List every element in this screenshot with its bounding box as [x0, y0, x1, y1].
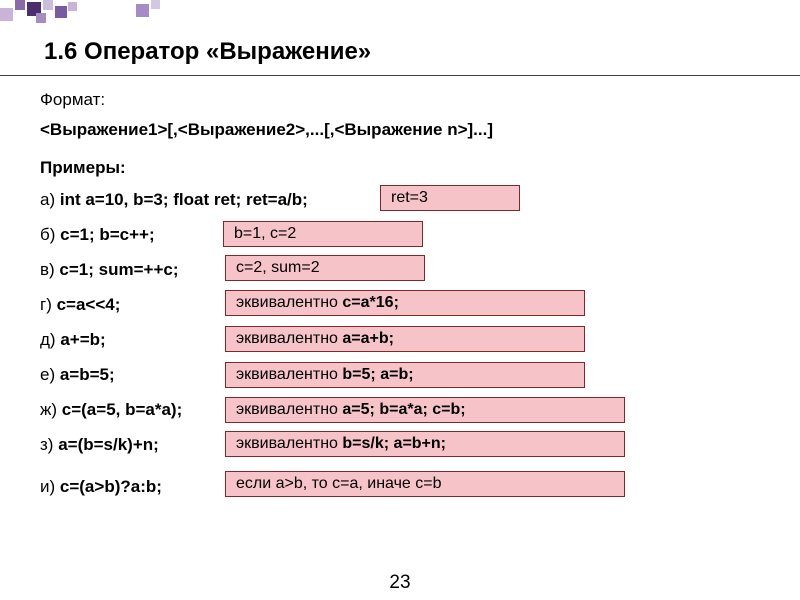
example-line: е) a=b=5;	[40, 365, 115, 385]
result-box: эквивалентно a=5; b=a*a; c=b;	[225, 397, 625, 423]
result-box: эквивалентно a=a+b;	[225, 326, 585, 352]
example-key: б)	[40, 225, 60, 244]
deco-square	[0, 8, 13, 21]
result-prefix: эквивалентно	[236, 435, 342, 452]
deco-square	[55, 6, 67, 18]
result-box: если a>b, то c=a, иначе c=b	[225, 471, 625, 497]
result-bold: a=5; b=a*a; c=b;	[342, 401, 465, 418]
deco-square	[136, 4, 149, 17]
example-key: в)	[40, 260, 59, 279]
result-box: c=2, sum=2	[225, 255, 425, 281]
format-label: Формат:	[40, 90, 105, 110]
example-line: а) int a=10, b=3; float ret; ret=a/b;	[40, 190, 308, 210]
result-prefix: эквивалентно	[236, 366, 342, 383]
result-bold: c=a*16;	[342, 294, 399, 311]
example-code: a=b=5;	[60, 365, 115, 384]
result-prefix: эквивалентно	[236, 294, 342, 311]
deco-square	[68, 2, 77, 11]
example-line: б) c=1; b=c++;	[40, 225, 155, 245]
example-key: з)	[40, 435, 58, 454]
example-code: c=1; sum=++c;	[59, 260, 178, 279]
page-number: 23	[0, 572, 800, 594]
result-bold: b=5; a=b;	[342, 366, 413, 383]
example-code: int a=10, b=3; float ret; ret=a/b;	[60, 190, 308, 209]
example-line: г) c=a<<4;	[40, 295, 120, 315]
example-line: и) c=(a>b)?a:b;	[40, 477, 162, 497]
example-key: е)	[40, 365, 60, 384]
example-key: г)	[40, 295, 57, 314]
example-code: c=a<<4;	[57, 295, 121, 314]
example-code: c=(a=5, b=a*a);	[62, 400, 183, 419]
example-line: в) c=1; sum=++c;	[40, 260, 179, 280]
result-prefix: эквивалентно	[236, 330, 342, 347]
example-key: а)	[40, 190, 60, 209]
result-box: эквивалентно b=5; a=b;	[225, 362, 585, 388]
result-bold: b=s/k; a=b+n;	[342, 435, 446, 452]
title-underline	[0, 75, 800, 76]
examples-label: Примеры:	[40, 158, 126, 178]
result-box: эквивалентно b=s/k; a=b+n;	[225, 431, 625, 457]
example-code: a+=b;	[60, 330, 105, 349]
example-code: a=(b=s/k)+n;	[58, 435, 159, 454]
example-line: з) a=(b=s/k)+n;	[40, 435, 159, 455]
page-title: 1.6 Оператор «Выражение»	[44, 38, 371, 66]
example-key: и)	[40, 477, 60, 496]
deco-square	[151, 0, 160, 9]
example-key: ж)	[40, 400, 62, 419]
content-area: Формат: <Выражение1>[,<Выражение2>,...[,…	[40, 90, 780, 600]
result-bold: a=a+b;	[342, 330, 394, 347]
example-line: д) a+=b;	[40, 330, 106, 350]
example-code: c=(a>b)?a:b;	[60, 477, 162, 496]
result-box: ret=3	[380, 185, 520, 211]
deco-square	[15, 0, 25, 10]
deco-square	[36, 13, 46, 23]
result-box: b=1, c=2	[223, 221, 423, 247]
format-syntax-text: <Выражение1>[,<Выражение2>,...[,<Выражен…	[40, 120, 493, 139]
format-syntax: <Выражение1>[,<Выражение2>,...[,<Выражен…	[40, 120, 493, 140]
corner-decoration	[0, 0, 160, 34]
example-key: д)	[40, 330, 60, 349]
deco-square	[43, 0, 53, 10]
result-prefix: эквивалентно	[236, 401, 342, 418]
result-box: эквивалентно c=a*16;	[225, 290, 585, 316]
example-code: c=1; b=c++;	[60, 225, 155, 244]
example-line: ж) c=(a=5, b=a*a);	[40, 400, 182, 420]
